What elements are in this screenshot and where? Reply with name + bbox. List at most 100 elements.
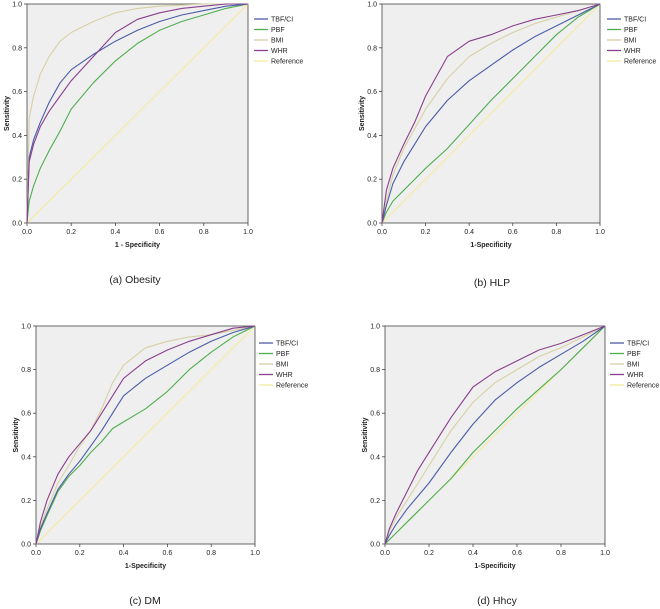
y-tick-label: 0.8 [370, 367, 380, 374]
legend-label-pbf: PBF [627, 351, 641, 358]
x-tick-label: 0.6 [508, 229, 518, 236]
y-tick-label: 0.6 [12, 89, 22, 96]
x-tick-label: 0.2 [421, 229, 431, 236]
y-tick-label: 1.0 [21, 324, 31, 331]
y-tick-label: 0.4 [370, 454, 380, 461]
legend-label-reference: Reference [627, 383, 659, 390]
roc-panel-2: 0.0 0.2 0.4 0.6 0.8 1.0 0.0 0.2 0.4 0.6 0.8 1.0 1-Sp… [359, 2, 656, 290]
series-line-whr [384, 325, 606, 545]
x-tick-label: 0.4 [468, 550, 478, 557]
legend-label-whr: WHR [627, 372, 644, 379]
x-tick-label: 0.4 [111, 229, 121, 236]
series-line-tbf-ci [26, 3, 249, 224]
legend-label-tbf-ci: TBF/CI [271, 17, 293, 24]
legend-label-bmi: BMI [271, 38, 284, 45]
x-tick-label: 0.6 [155, 229, 165, 236]
series-line-reference [26, 3, 249, 224]
series-line-whr [26, 3, 248, 224]
y-tick-label: 0.4 [367, 133, 377, 140]
x-tick-label: 0.2 [75, 550, 85, 557]
series-line-pbf [384, 325, 606, 545]
y-tick-label: 0.6 [370, 411, 380, 418]
y-tick-label: 0.2 [12, 177, 22, 184]
legend-label-pbf: PBF [276, 351, 290, 358]
y-axis-label: Sensitivity [4, 96, 11, 131]
series-line-tbf-ci [35, 325, 256, 545]
x-tick-label: 1.0 [595, 229, 605, 236]
series-line-bmi [384, 325, 606, 545]
x-tick-label: 0.2 [66, 229, 76, 236]
y-tick-label: 0.2 [370, 498, 380, 505]
legend-label-pbf: PBF [624, 27, 638, 34]
x-tick-label: 0.4 [119, 550, 129, 557]
x-tick-label: 0.0 [31, 550, 41, 557]
y-tick-label: 0.8 [21, 367, 31, 374]
x-tick-label: 1.0 [600, 550, 610, 557]
series-line-tbf-ci [381, 3, 601, 224]
x-tick-label: 0.8 [199, 229, 209, 236]
y-axis-label: Sensitivity [13, 417, 20, 452]
y-tick-label: 0.0 [12, 221, 22, 228]
series-line-whr [35, 325, 256, 545]
y-tick-label: 0.0 [21, 542, 31, 549]
y-tick-label: 0.8 [12, 45, 22, 52]
series-line-reference [35, 325, 256, 545]
roc-panel-1: 0.0 0.2 0.4 0.6 0.8 1.0 0.0 0.2 0.4 0.6 0.8 1.0 1 - … [4, 2, 303, 287]
legend-label-whr: WHR [271, 48, 288, 55]
series-line-pbf [35, 325, 256, 545]
roc-panel-3: 0.0 0.2 0.4 0.6 0.8 1.0 0.0 0.2 0.4 0.6 0.8 1.0 1-Sp… [13, 324, 308, 608]
x-tick-label: 1.0 [250, 550, 260, 557]
x-tick-label: 0.0 [380, 550, 390, 557]
y-tick-label: 0.4 [12, 133, 22, 140]
x-tick-label: 0.4 [464, 229, 474, 236]
x-tick-label: 0.0 [22, 229, 32, 236]
series-line-bmi [26, 3, 248, 224]
panel-caption: (c) DM [129, 595, 161, 607]
y-tick-label: 0.6 [367, 89, 377, 96]
legend-label-tbf-ci: TBF/CI [276, 341, 298, 348]
y-tick-label: 1.0 [367, 2, 377, 9]
panel-caption: (b) HLP [474, 277, 510, 289]
x-axis-label: 1-Specificity [474, 563, 515, 570]
series-line-pbf [26, 3, 249, 224]
legend-label-bmi: BMI [624, 38, 637, 45]
series-line-whr [381, 3, 601, 224]
legend-label-whr: WHR [276, 372, 293, 379]
legend-label-reference: Reference [276, 383, 308, 390]
y-tick-label: 0.2 [21, 498, 31, 505]
x-axis-label: 1-Specificity [125, 563, 166, 570]
x-tick-label: 0.6 [512, 550, 522, 557]
x-tick-label: 0.6 [163, 550, 173, 557]
panel-caption: (a) Obesity [109, 274, 161, 286]
roc-panel-4: 0.0 0.2 0.4 0.6 0.8 1.0 0.0 0.2 0.4 0.6 0.8 1.0 1-Sp… [362, 324, 659, 608]
series-line-bmi [35, 325, 256, 545]
y-tick-label: 0.4 [21, 454, 31, 461]
series-line-reference [381, 3, 601, 224]
x-tick-label: 0.2 [424, 550, 434, 557]
y-axis-label: Sensitivity [359, 96, 366, 131]
legend-label-tbf-ci: TBF/CI [627, 341, 649, 348]
legend-label-tbf-ci: TBF/CI [624, 17, 646, 24]
legend-label-reference: Reference [271, 59, 303, 66]
x-tick-label: 0.8 [552, 229, 562, 236]
series-line-tbf-ci [384, 325, 606, 545]
y-tick-label: 1.0 [12, 2, 22, 9]
series-line-pbf [381, 3, 601, 224]
x-axis-label: 1-Specificity [470, 242, 511, 249]
y-axis-label: Sensitivity [362, 417, 369, 452]
y-tick-label: 0.8 [367, 45, 377, 52]
x-tick-label: 0.8 [556, 550, 566, 557]
series-line-bmi [381, 3, 601, 224]
legend-label-bmi: BMI [276, 362, 289, 369]
x-tick-label: 0.0 [377, 229, 387, 236]
legend-label-reference: Reference [624, 59, 656, 66]
x-axis-label: 1 - Specificity [115, 242, 160, 249]
x-tick-label: 0.8 [206, 550, 216, 557]
y-tick-label: 0.6 [21, 411, 31, 418]
panel-caption: (d) Hhcy [477, 595, 517, 607]
y-tick-label: 0.2 [367, 177, 377, 184]
legend-label-whr: WHR [624, 48, 641, 55]
y-tick-label: 0.0 [367, 221, 377, 228]
y-tick-label: 0.0 [370, 542, 380, 549]
